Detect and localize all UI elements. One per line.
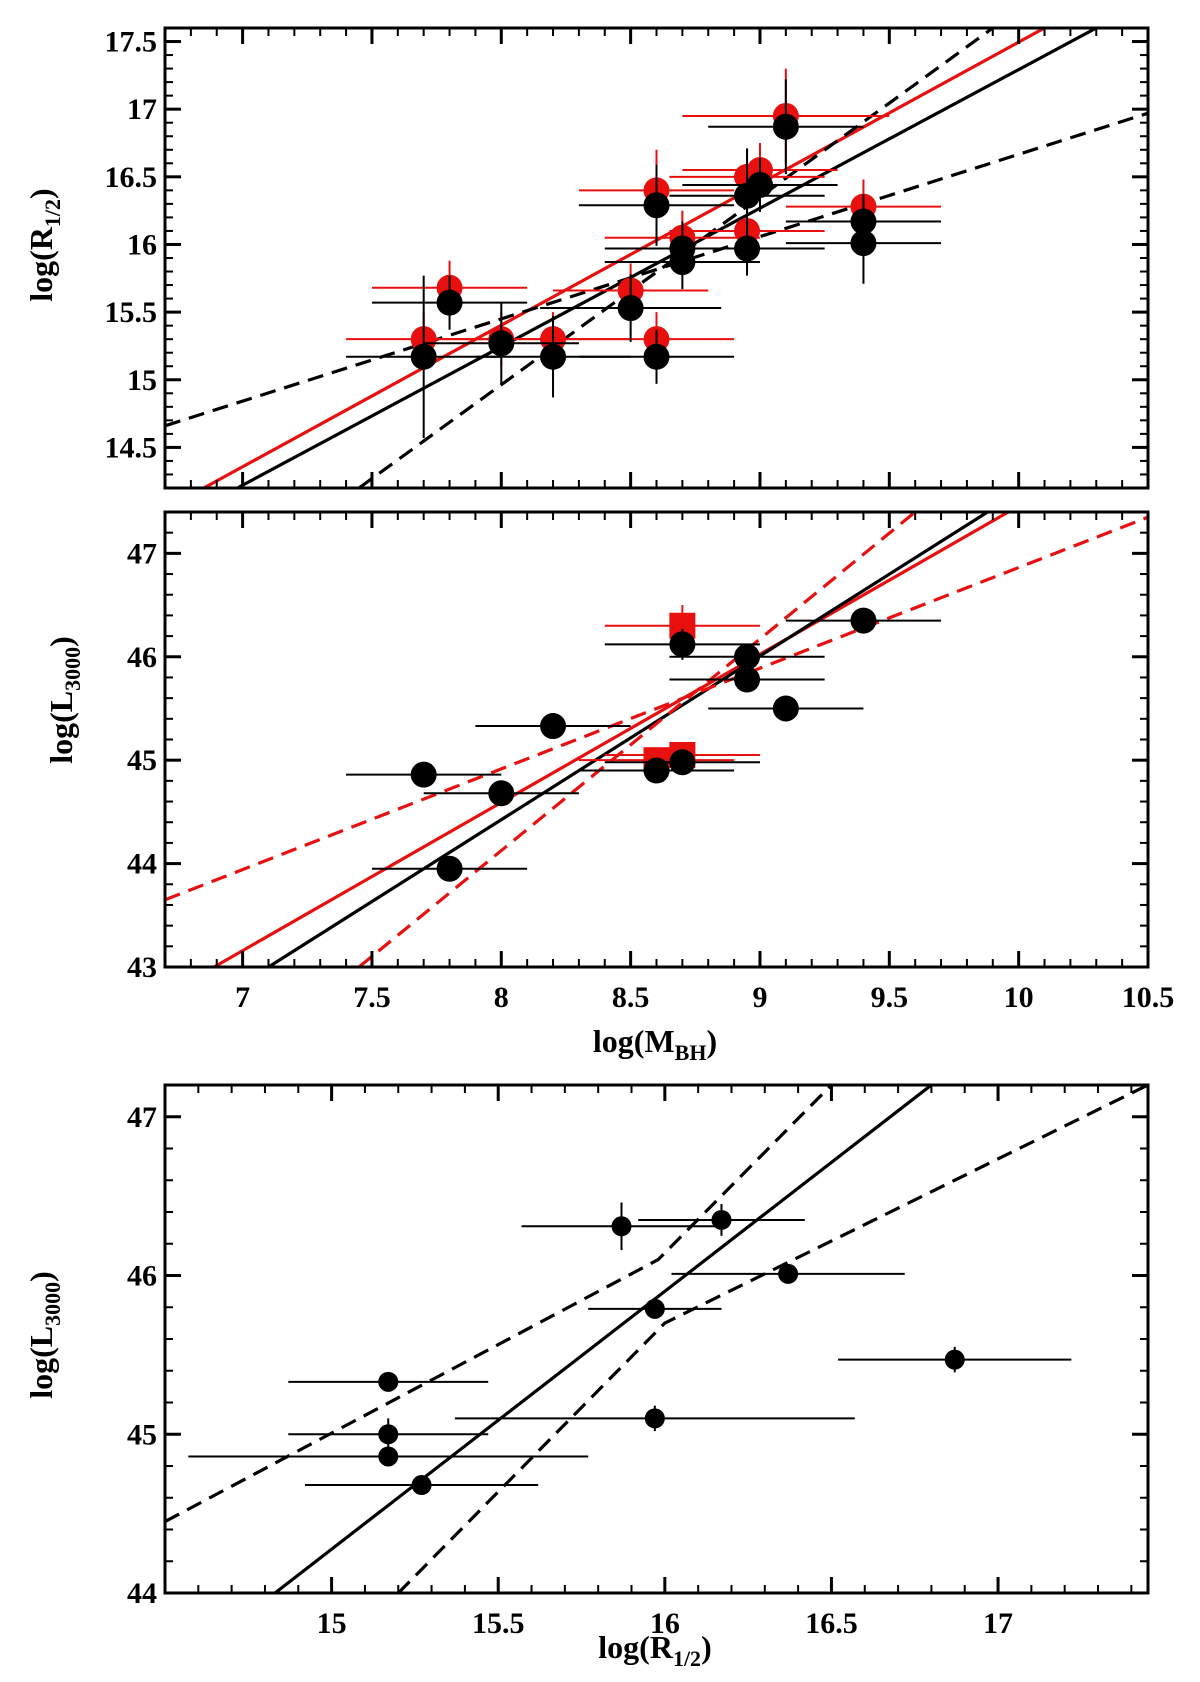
middle-y-tick-label: 47: [127, 537, 157, 570]
bottom-plot-area: [165, 1085, 1148, 1593]
top-line-black-bound-lower: [358, 28, 994, 488]
top-y-label: log(R1/2): [23, 188, 65, 301]
middle-line-black-fit: [267, 512, 989, 967]
bottom-x-tick-label: 16: [650, 1607, 680, 1640]
bottom-data-point[interactable]: [411, 1475, 432, 1496]
top-data-point[interactable]: [772, 113, 799, 140]
middle-data-point[interactable]: [669, 749, 696, 776]
middle-data-point[interactable]: [669, 631, 696, 658]
bottom-data-point[interactable]: [378, 1424, 399, 1445]
bottom-line-black-bound-lower: [397, 1085, 1148, 1593]
panel-top: log(R1/2) 14.5 15 15.5 16 16.5 17 17.5: [23, 26, 1150, 490]
bottom-plot-frame: [163, 1083, 1150, 1595]
top-y-tick-label: 15: [127, 364, 157, 397]
top-y-tick-label: 17: [127, 93, 157, 126]
middle-plot-area: [165, 512, 1148, 967]
middle-line-red-fit: [213, 512, 1010, 967]
bottom-series-black-points: [188, 1202, 1072, 1496]
middle-data-point[interactable]: [488, 780, 515, 807]
middle-data-point[interactable]: [850, 607, 877, 634]
middle-series-black-points: [346, 607, 942, 882]
top-line-black-bound-upper: [165, 111, 1148, 428]
top-y-tick-label: 15.5: [105, 296, 158, 329]
top-y-tick-label: 17.5: [105, 26, 158, 59]
top-data-point[interactable]: [436, 289, 463, 316]
top-data-point[interactable]: [488, 330, 515, 357]
middle-x-tick-label: 7: [235, 981, 250, 1014]
middle-y-label: log(L3000): [43, 636, 85, 764]
bottom-x-tick-label: 15: [317, 1607, 347, 1640]
middle-x-tick-label: 8.5: [612, 981, 650, 1014]
middle-line-red-bound-upper: [165, 515, 1148, 902]
middle-x-tick-label: 9: [752, 981, 767, 1014]
bottom-x-tick-label: 17: [983, 1607, 1013, 1640]
top-plot-frame: [163, 26, 1150, 490]
bottom-data-point[interactable]: [611, 1216, 632, 1237]
bottom-data-point[interactable]: [944, 1349, 965, 1370]
middle-data-point[interactable]: [772, 695, 799, 722]
bottom-line-black-fit: [274, 1085, 933, 1593]
middle-x-label: log(MBH): [593, 1023, 717, 1065]
top-plot-area: [165, 28, 1148, 488]
top-data-point[interactable]: [734, 235, 761, 262]
top-data-point[interactable]: [643, 192, 670, 219]
bottom-y-tick-label: 44: [127, 1577, 157, 1610]
top-data-point[interactable]: [850, 230, 877, 257]
middle-x-tick-label: 10.5: [1122, 981, 1175, 1014]
bottom-data-point[interactable]: [378, 1371, 399, 1392]
panel-bottom: log(L3000) log(R1/2) 15 15.5 16 16.5 17 44 45 4…: [23, 1083, 1150, 1671]
top-line-red-fit: [203, 28, 1046, 488]
middle-y-tick-label: 43: [127, 951, 157, 984]
bottom-data-point[interactable]: [644, 1408, 665, 1429]
top-y-tick-label: 16.5: [105, 161, 158, 194]
middle-x-tick-label: 7.5: [353, 981, 391, 1014]
bottom-y-label: log(L3000): [23, 1271, 65, 1399]
middle-y-tick-label: 44: [127, 848, 157, 881]
top-line-black-fit: [236, 28, 1098, 488]
middle-x-tick-label: 9.5: [871, 981, 909, 1014]
middle-y-tick-label: 45: [127, 744, 157, 777]
bottom-data-point[interactable]: [711, 1209, 732, 1230]
middle-data-point[interactable]: [540, 713, 567, 740]
top-data-point[interactable]: [746, 171, 773, 198]
bottom-data-point[interactable]: [378, 1446, 399, 1467]
middle-series-red-squares: [578, 605, 760, 774]
top-data-point[interactable]: [669, 249, 696, 276]
middle-data-point[interactable]: [410, 761, 437, 788]
bottom-y-tick-label: 46: [127, 1260, 157, 1293]
top-data-point[interactable]: [617, 295, 644, 322]
top-data-point[interactable]: [850, 208, 877, 235]
middle-line-red-bound-lower: [357, 512, 917, 967]
bottom-y-tick-label: 47: [127, 1101, 157, 1134]
top-data-point[interactable]: [410, 343, 437, 370]
top-y-tick-label: 16: [127, 228, 157, 261]
middle-y-tick-label: 46: [127, 641, 157, 674]
top-data-point[interactable]: [540, 343, 567, 370]
bottom-data-point[interactable]: [778, 1263, 799, 1284]
middle-data-point[interactable]: [734, 666, 761, 693]
bottom-x-tick-label: 15.5: [472, 1607, 525, 1640]
bottom-y-tick-label: 45: [127, 1418, 157, 1451]
middle-data-point[interactable]: [643, 757, 670, 784]
bottom-data-point[interactable]: [644, 1298, 665, 1319]
middle-data-point[interactable]: [436, 855, 463, 882]
panel-middle: log(L3000) log(MBH) 7 7.5 8 8.5 9 9.5 10 10.5 43…: [43, 510, 1175, 1065]
top-series-black-points: [346, 79, 942, 438]
middle-data-point[interactable]: [734, 643, 761, 670]
bottom-x-label: log(R1/2): [598, 1629, 711, 1671]
middle-x-tick-label: 8: [494, 981, 509, 1014]
top-data-point[interactable]: [643, 343, 670, 370]
middle-x-tick-label: 10: [1004, 981, 1034, 1014]
bottom-x-tick-label: 16.5: [805, 1607, 858, 1640]
top-y-tick-label: 14.5: [105, 431, 158, 464]
middle-plot-frame: [163, 510, 1150, 969]
